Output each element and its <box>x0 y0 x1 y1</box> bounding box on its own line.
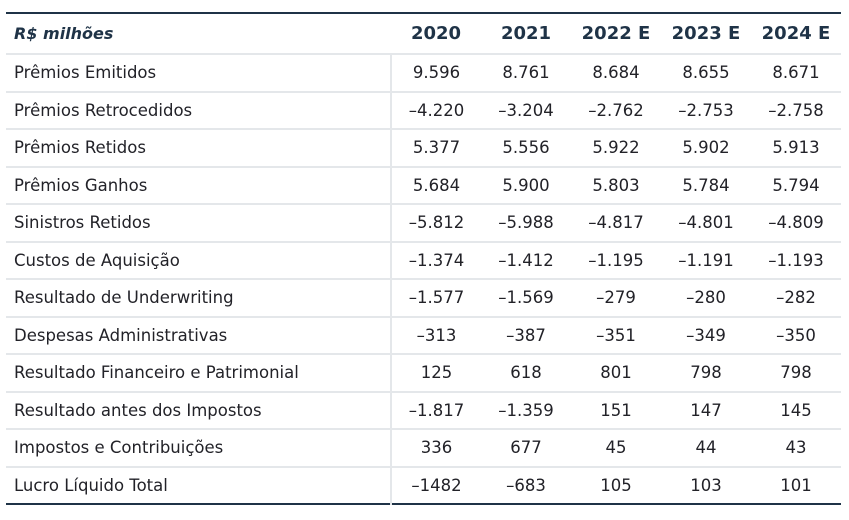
value-cell-2024e: –4.809 <box>768 213 824 233</box>
value-cell-2020: –4.220 <box>390 91 481 129</box>
value-cell-2024e: –282 <box>776 288 816 308</box>
row-label: Impostos e Contribuições <box>14 438 224 458</box>
value-cell-2021: –3.204 <box>498 100 554 120</box>
unit-label-header: R$ milhões <box>14 24 114 43</box>
financial-projection-table: R$ milhões 2020 2021 2022 E 2023 E 2024 … <box>6 12 841 505</box>
value-cell-2021: –5.988 <box>498 213 554 233</box>
header-row: R$ milhões 2020 2021 2022 E 2023 E 2024 … <box>6 13 841 54</box>
value-cell-2020: –1.577 <box>390 279 481 317</box>
row-label: Prêmios Retidos <box>14 138 146 158</box>
row-label: Resultado de Underwriting <box>14 288 234 308</box>
value-cell-2020: 9.596 <box>390 54 481 92</box>
row-label: Sinistros Retidos <box>14 213 151 233</box>
value-cell-2022e: –279 <box>596 288 636 308</box>
table-row: Despesas Administrativas –313 –387 –351 –349… <box>6 316 841 354</box>
value-cell-2024e: 5.794 <box>772 175 820 195</box>
year-header-2020: 2020 <box>410 23 462 44</box>
value-cell-2023e: 5.902 <box>682 138 730 158</box>
row-label: Custos de Aquisição <box>14 250 180 270</box>
table-row: Prêmios Retidos 5.377 5.556 5.922 5.902 5.913 <box>6 129 841 167</box>
value-cell-2022e: 5.803 <box>592 175 640 195</box>
value-cell-2023e: –2.753 <box>678 100 734 120</box>
row-label: Lucro Líquido Total <box>14 475 168 495</box>
value-cell-2023e: –349 <box>686 325 726 345</box>
value-cell-2023e: –4.801 <box>678 213 734 233</box>
value-cell-2020: 5.684 <box>390 166 481 204</box>
table-row: Resultado Financeiro e Patrimonial 125 618… <box>6 354 841 392</box>
table-row: Prêmios Retrocedidos –4.220 –3.204 –2.762 –2… <box>6 91 841 129</box>
value-cell-2021: 5.556 <box>502 138 550 158</box>
value-cell-2024e: –2.758 <box>768 100 824 120</box>
value-cell-2020: 336 <box>390 429 481 467</box>
table-row: Impostos e Contribuições 336 677 45 44 43 <box>6 429 841 467</box>
value-cell-2024e: 145 <box>780 400 812 420</box>
row-label: Prêmios Retrocedidos <box>14 100 193 120</box>
value-cell-2021: –1.359 <box>498 400 554 420</box>
row-label: Resultado antes dos Impostos <box>14 400 262 420</box>
value-cell-2023e: 103 <box>690 475 722 495</box>
value-cell-2020: –1482 <box>390 466 481 504</box>
value-cell-2021: –1.412 <box>498 250 554 270</box>
value-cell-2023e: –1.191 <box>678 250 734 270</box>
row-label: Prêmios Emitidos <box>14 63 157 83</box>
value-cell-2024e: 101 <box>780 475 812 495</box>
value-cell-2021: 8.761 <box>502 63 550 83</box>
value-cell-2022e: –4.817 <box>588 213 644 233</box>
value-cell-2024e: –350 <box>776 325 816 345</box>
table-row: Custos de Aquisição –1.374 –1.412 –1.195 –1.… <box>6 241 841 279</box>
value-cell-2024e: 8.671 <box>772 63 820 83</box>
value-cell-2024e: 798 <box>780 363 812 383</box>
year-header-2024e: 2024 E <box>761 23 831 44</box>
value-cell-2020: –1.374 <box>390 241 481 279</box>
year-header-2023e: 2023 E <box>671 23 741 44</box>
value-cell-2023e: 147 <box>690 400 722 420</box>
financial-table-container: R$ milhões 2020 2021 2022 E 2023 E 2024 … <box>6 12 841 505</box>
table-row: Prêmios Ganhos 5.684 5.900 5.803 5.784 5.794 <box>6 166 841 204</box>
row-label: Resultado Financeiro e Patrimonial <box>14 363 299 383</box>
year-header-2021: 2021 <box>500 23 552 44</box>
value-cell-2023e: 5.784 <box>682 175 730 195</box>
value-cell-2023e: 798 <box>690 363 722 383</box>
value-cell-2024e: 43 <box>785 438 807 458</box>
value-cell-2021: 677 <box>510 438 542 458</box>
year-header-2022e: 2022 E <box>581 23 651 44</box>
value-cell-2024e: 5.913 <box>772 138 820 158</box>
value-cell-2022e: 8.684 <box>592 63 640 83</box>
value-cell-2023e: 44 <box>695 438 717 458</box>
value-cell-2021: 5.900 <box>502 175 550 195</box>
table-row: Sinistros Retidos –5.812 –5.988 –4.817 –4.80… <box>6 204 841 242</box>
value-cell-2021: –387 <box>506 325 546 345</box>
table-row: Prêmios Emitidos 9.596 8.761 8.684 8.655 8.67… <box>6 54 841 92</box>
value-cell-2022e: 45 <box>605 438 627 458</box>
row-label: Despesas Administrativas <box>14 325 228 345</box>
value-cell-2022e: 5.922 <box>592 138 640 158</box>
value-cell-2020: –1.817 <box>390 391 481 429</box>
value-cell-2022e: –1.195 <box>588 250 644 270</box>
table-body: Prêmios Emitidos 9.596 8.761 8.684 8.655 8.67… <box>6 54 841 504</box>
value-cell-2020: –313 <box>390 316 481 354</box>
table-row: Lucro Líquido Total –1482 –683 105 103 101 <box>6 466 841 504</box>
value-cell-2020: –5.812 <box>390 204 481 242</box>
value-cell-2021: 618 <box>510 363 542 383</box>
value-cell-2022e: –2.762 <box>588 100 644 120</box>
value-cell-2020: 5.377 <box>390 129 481 167</box>
row-label: Prêmios Ganhos <box>14 175 148 195</box>
value-cell-2023e: 8.655 <box>682 63 730 83</box>
value-cell-2022e: 151 <box>600 400 632 420</box>
value-cell-2024e: –1.193 <box>768 250 824 270</box>
value-cell-2023e: –280 <box>686 288 726 308</box>
value-cell-2022e: 801 <box>600 363 632 383</box>
table-row: Resultado de Underwriting –1.577 –1.569 –27… <box>6 279 841 317</box>
value-cell-2021: –1.569 <box>498 288 554 308</box>
table-row: Resultado antes dos Impostos –1.817 –1.359… <box>6 391 841 429</box>
value-cell-2020: 125 <box>390 354 481 392</box>
value-cell-2022e: 105 <box>600 475 632 495</box>
value-cell-2022e: –351 <box>596 325 636 345</box>
value-cell-2021: –683 <box>506 475 546 495</box>
